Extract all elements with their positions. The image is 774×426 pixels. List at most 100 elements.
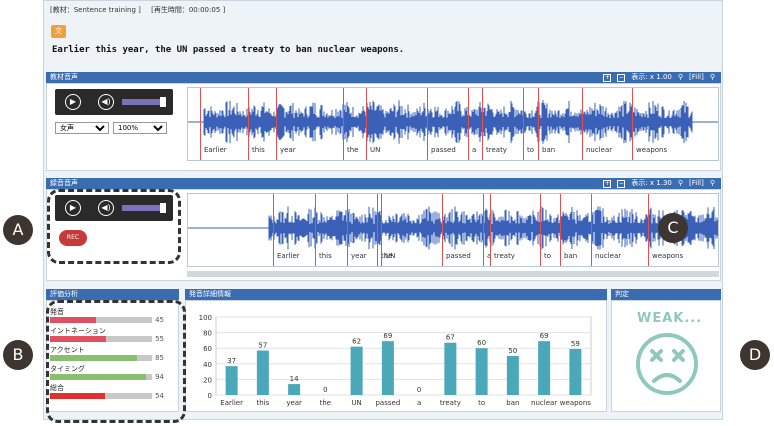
- record-zoom-label: 表示: x 1.30: [631, 179, 672, 187]
- zoom-out-icon[interactable]: −: [617, 73, 626, 82]
- waveform-scrollbar[interactable]: [187, 271, 719, 277]
- bar: [538, 341, 551, 395]
- word-label: ban: [564, 252, 578, 260]
- word-boundary: [540, 194, 541, 266]
- speed-select[interactable]: 100%: [113, 122, 167, 134]
- y-tick-label: 80: [203, 330, 212, 338]
- word-label: passed: [431, 146, 456, 154]
- evaluation-bar: 55: [50, 335, 164, 343]
- evaluation-panel: 発音 45 イントネーション 55 アクセント 85 タイミング 94 総合 54: [46, 300, 179, 412]
- word-boundary: [315, 194, 316, 266]
- word-label: treaty: [494, 252, 515, 260]
- word-label: year: [280, 146, 296, 154]
- word-boundary: [582, 88, 583, 160]
- word-boundary: [442, 194, 443, 266]
- zoom-out-icon[interactable]: −: [617, 179, 626, 188]
- word-label: Earlier: [204, 146, 227, 154]
- magnify-icon-2[interactable]: ⚲: [709, 73, 715, 81]
- word-label: the: [347, 146, 359, 154]
- x-tick-label: the: [320, 399, 332, 407]
- judge-result: WEAK...: [637, 311, 703, 326]
- y-tick-label: 0: [208, 392, 212, 400]
- evaluation-fill: [50, 393, 106, 399]
- sad-face-icon: [636, 333, 698, 395]
- detail-chart: 0 20 40 60 80 100 37 Earlier 57 this 14 year 0 the 62 U…: [199, 314, 592, 407]
- judge-header: 判定: [611, 289, 721, 300]
- x-tick-label: treaty: [440, 399, 461, 407]
- word-label: Earlier: [277, 252, 300, 260]
- volume-slider[interactable]: [122, 205, 162, 211]
- evaluation-value: 85: [155, 354, 164, 362]
- y-tick-label: 40: [203, 361, 212, 369]
- material-audio-header: 教材音声 + − 表示: x 1.00 ⚲ [Fill] ⚲: [46, 72, 721, 83]
- evaluation-value: 45: [155, 316, 164, 324]
- play-button[interactable]: ▶: [65, 200, 81, 216]
- bar: [350, 346, 363, 395]
- evaluation-fill: [50, 355, 137, 361]
- y-tick-label: 100: [199, 314, 212, 322]
- magnify-icon[interactable]: ⚲: [677, 73, 684, 81]
- x-tick-label: this: [256, 399, 269, 407]
- volume-icon[interactable]: ◀): [98, 200, 114, 216]
- detail-panel: 0 20 40 60 80 100 37 Earlier 57 this 14 year 0 the 62 U…: [185, 300, 607, 412]
- callout-d: D: [740, 340, 770, 370]
- volume-slider[interactable]: [122, 99, 162, 105]
- word-label: nuclear: [586, 146, 613, 154]
- data-label: 69: [383, 332, 392, 340]
- evaluation-label: 発音: [50, 308, 64, 316]
- word-boundary: [523, 88, 524, 160]
- voice-select[interactable]: 女声: [55, 122, 109, 134]
- volume-knob[interactable]: [160, 203, 166, 213]
- material-fill-button[interactable]: [Fill]: [689, 73, 704, 81]
- material-player: ▶ ◀): [55, 89, 173, 115]
- record-fill-button[interactable]: [Fill]: [689, 179, 704, 187]
- bar: [444, 342, 457, 395]
- volume-knob[interactable]: [160, 97, 166, 107]
- magnify-icon[interactable]: ⚲: [677, 179, 684, 187]
- word-label: weapons: [652, 252, 684, 260]
- evaluation-label: 総合: [50, 384, 64, 392]
- material-waveform[interactable]: Earlier this year the UN passed a treaty to ban nu…: [187, 87, 719, 161]
- app-window: [教材：Sentence training ] [再生時間：00:00:05 ]…: [43, 0, 723, 420]
- zoom-in-icon[interactable]: +: [603, 73, 612, 82]
- word-label: to: [544, 252, 552, 260]
- zoom-in-icon[interactable]: +: [603, 179, 612, 188]
- data-label: 69: [540, 332, 549, 340]
- word-label: the: [381, 252, 393, 260]
- x-tick-label: weapons: [560, 399, 591, 407]
- y-tick-label: 60: [203, 345, 212, 353]
- word-boundary: [347, 194, 348, 266]
- data-label: 57: [258, 342, 267, 350]
- callout-box-b: [46, 300, 186, 423]
- word-boundary: [343, 88, 344, 160]
- x-tick-label: Earlier: [220, 399, 243, 407]
- bar: [475, 348, 488, 395]
- bar: [506, 356, 519, 395]
- word-boundary: [381, 194, 382, 266]
- bar: [256, 350, 269, 395]
- word-boundary: [591, 194, 592, 266]
- word-boundary: [366, 88, 367, 160]
- callout-a: A: [3, 215, 33, 245]
- word-label: a: [472, 146, 477, 154]
- word-boundary: [468, 88, 469, 160]
- evaluation-label: イントネーション: [50, 327, 106, 335]
- volume-icon[interactable]: ◀): [98, 94, 114, 110]
- x-tick-label: to: [478, 399, 485, 407]
- word-boundary: [482, 88, 483, 160]
- evaluation-bar: 85: [50, 354, 164, 362]
- bar: [381, 341, 394, 395]
- rec-button[interactable]: REC: [59, 230, 87, 246]
- word-label: UN: [385, 252, 396, 260]
- data-label: 62: [352, 338, 361, 346]
- play-button[interactable]: ▶: [65, 94, 81, 110]
- word-boundary: [427, 88, 428, 160]
- bar: [569, 348, 582, 395]
- magnify-icon-2[interactable]: ⚲: [709, 179, 715, 187]
- word-boundary: [248, 88, 249, 160]
- callout-b: B: [3, 340, 33, 370]
- word-boundary: [273, 194, 274, 266]
- material-audio-panel: ▶ ◀) 女声 100% Earlier this year the UN passed a…: [46, 83, 721, 171]
- sentence-tag: 文: [51, 25, 66, 38]
